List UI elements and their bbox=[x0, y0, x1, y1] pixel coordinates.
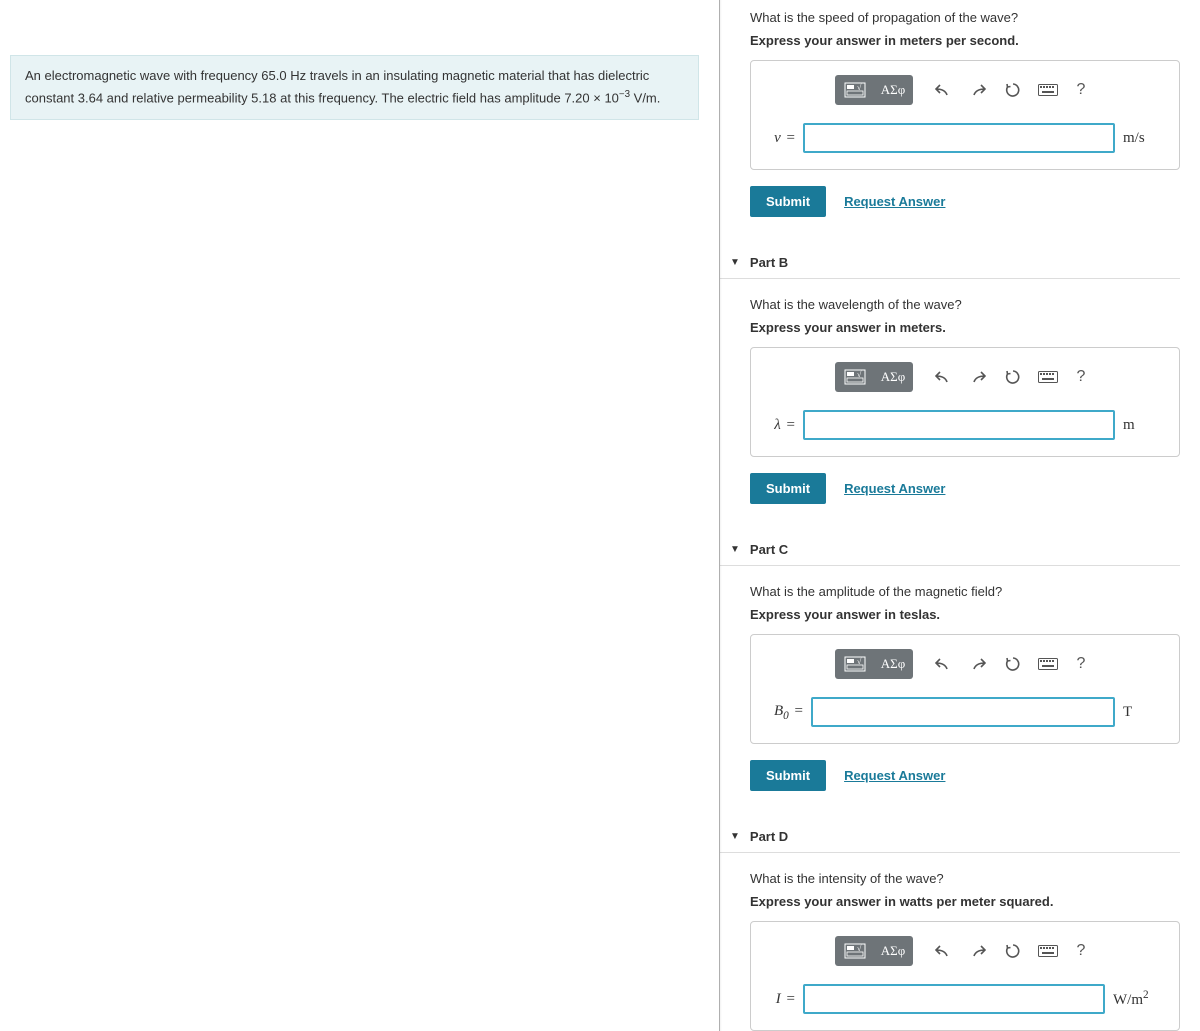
part-b-input-row: λ = m bbox=[767, 410, 1163, 440]
greek-letters-icon[interactable]: ΑΣφ bbox=[875, 651, 911, 677]
submit-button[interactable]: Submit bbox=[750, 186, 826, 217]
reset-icon[interactable] bbox=[997, 937, 1029, 965]
undo-icon[interactable] bbox=[927, 76, 959, 104]
part-a-variable: v = bbox=[767, 130, 795, 147]
equation-toolbar: √ΑΣφ? bbox=[767, 362, 1163, 392]
chevron-down-icon: ▼ bbox=[730, 831, 740, 842]
part-b-title: Part B bbox=[750, 255, 788, 270]
right-panel: What is the speed of propagation of the … bbox=[720, 0, 1200, 1031]
part-a-unit: m/s bbox=[1123, 130, 1163, 147]
part-c-instruction: Express your answer in teslas. bbox=[750, 607, 1180, 622]
help-icon[interactable]: ? bbox=[1067, 938, 1095, 964]
redo-icon[interactable] bbox=[962, 76, 994, 104]
chevron-down-icon: ▼ bbox=[730, 544, 740, 555]
part-d-instruction: Express your answer in watts per meter s… bbox=[750, 894, 1180, 909]
greek-letters-icon[interactable]: ΑΣφ bbox=[875, 938, 911, 964]
part-b-body: What is the wavelength of the wave? Expr… bbox=[750, 297, 1180, 504]
part-c-answer-box: √ΑΣφ? B0 = T bbox=[750, 634, 1180, 744]
part-a-answer-box: √ΑΣφ? v = m/s bbox=[750, 60, 1180, 170]
part-b-unit: m bbox=[1123, 417, 1163, 434]
problem-statement: An electromagnetic wave with frequency 6… bbox=[10, 55, 699, 120]
equation-toolbar: √ΑΣφ? bbox=[767, 649, 1163, 679]
help-icon[interactable]: ? bbox=[1067, 364, 1095, 390]
template-icon[interactable]: √ bbox=[837, 938, 873, 964]
template-icon[interactable]: √ bbox=[837, 77, 873, 103]
part-a-input-row: v = m/s bbox=[767, 123, 1163, 153]
part-c-input[interactable] bbox=[811, 697, 1115, 727]
keyboard-icon[interactable] bbox=[1032, 937, 1064, 965]
part-b-instruction: Express your answer in meters. bbox=[750, 320, 1180, 335]
reset-icon[interactable] bbox=[997, 650, 1029, 678]
part-b-answer-box: √ΑΣφ? λ = m bbox=[750, 347, 1180, 457]
equation-toolbar: √ΑΣφ? bbox=[767, 936, 1163, 966]
part-c-unit: T bbox=[1123, 704, 1163, 721]
undo-icon[interactable] bbox=[927, 937, 959, 965]
part-d-answer-box: √ΑΣφ? I = W/m2 bbox=[750, 921, 1180, 1031]
keyboard-icon[interactable] bbox=[1032, 363, 1064, 391]
equation-toolbar: √ΑΣφ? bbox=[767, 75, 1163, 105]
page: An electromagnetic wave with frequency 6… bbox=[0, 0, 1200, 1031]
part-c-variable: B0 = bbox=[767, 703, 803, 722]
part-d-header[interactable]: ▼ Part D bbox=[720, 821, 1180, 853]
part-b-input[interactable] bbox=[803, 410, 1115, 440]
part-c-actions: Submit Request Answer bbox=[750, 760, 1180, 791]
part-b-header[interactable]: ▼ Part B bbox=[720, 247, 1180, 279]
help-icon[interactable]: ? bbox=[1067, 651, 1095, 677]
part-d-unit: W/m2 bbox=[1113, 989, 1163, 1009]
part-d-title: Part D bbox=[750, 829, 788, 844]
greek-letters-icon[interactable]: ΑΣφ bbox=[875, 364, 911, 390]
keyboard-icon[interactable] bbox=[1032, 650, 1064, 678]
undo-icon[interactable] bbox=[927, 363, 959, 391]
part-d-question: What is the intensity of the wave? bbox=[750, 871, 1180, 886]
part-c-question: What is the amplitude of the magnetic fi… bbox=[750, 584, 1180, 599]
part-d-variable: I = bbox=[767, 991, 795, 1008]
redo-icon[interactable] bbox=[962, 363, 994, 391]
part-b-variable: λ = bbox=[767, 417, 795, 434]
part-a-input[interactable] bbox=[803, 123, 1115, 153]
part-c-body: What is the amplitude of the magnetic fi… bbox=[750, 584, 1180, 791]
part-c-title: Part C bbox=[750, 542, 788, 557]
part-a-question: What is the speed of propagation of the … bbox=[750, 10, 1180, 25]
part-c-input-row: B0 = T bbox=[767, 697, 1163, 727]
reset-icon[interactable] bbox=[997, 76, 1029, 104]
part-d-input-row: I = W/m2 bbox=[767, 984, 1163, 1014]
request-answer-link[interactable]: Request Answer bbox=[844, 481, 945, 496]
undo-icon[interactable] bbox=[927, 650, 959, 678]
part-b-question: What is the wavelength of the wave? bbox=[750, 297, 1180, 312]
part-b-actions: Submit Request Answer bbox=[750, 473, 1180, 504]
left-panel: An electromagnetic wave with frequency 6… bbox=[0, 0, 720, 1031]
request-answer-link[interactable]: Request Answer bbox=[844, 768, 945, 783]
part-a-instruction: Express your answer in meters per second… bbox=[750, 33, 1180, 48]
keyboard-icon[interactable] bbox=[1032, 76, 1064, 104]
part-a-body: What is the speed of propagation of the … bbox=[750, 10, 1180, 217]
part-d-body: What is the intensity of the wave? Expre… bbox=[750, 871, 1180, 1031]
part-a-actions: Submit Request Answer bbox=[750, 186, 1180, 217]
greek-letters-icon[interactable]: ΑΣφ bbox=[875, 77, 911, 103]
submit-button[interactable]: Submit bbox=[750, 760, 826, 791]
request-answer-link[interactable]: Request Answer bbox=[844, 194, 945, 209]
submit-button[interactable]: Submit bbox=[750, 473, 826, 504]
chevron-down-icon: ▼ bbox=[730, 257, 740, 268]
template-icon[interactable]: √ bbox=[837, 364, 873, 390]
redo-icon[interactable] bbox=[962, 937, 994, 965]
part-c-header[interactable]: ▼ Part C bbox=[720, 534, 1180, 566]
template-icon[interactable]: √ bbox=[837, 651, 873, 677]
help-icon[interactable]: ? bbox=[1067, 77, 1095, 103]
reset-icon[interactable] bbox=[997, 363, 1029, 391]
redo-icon[interactable] bbox=[962, 650, 994, 678]
part-d-input[interactable] bbox=[803, 984, 1105, 1014]
